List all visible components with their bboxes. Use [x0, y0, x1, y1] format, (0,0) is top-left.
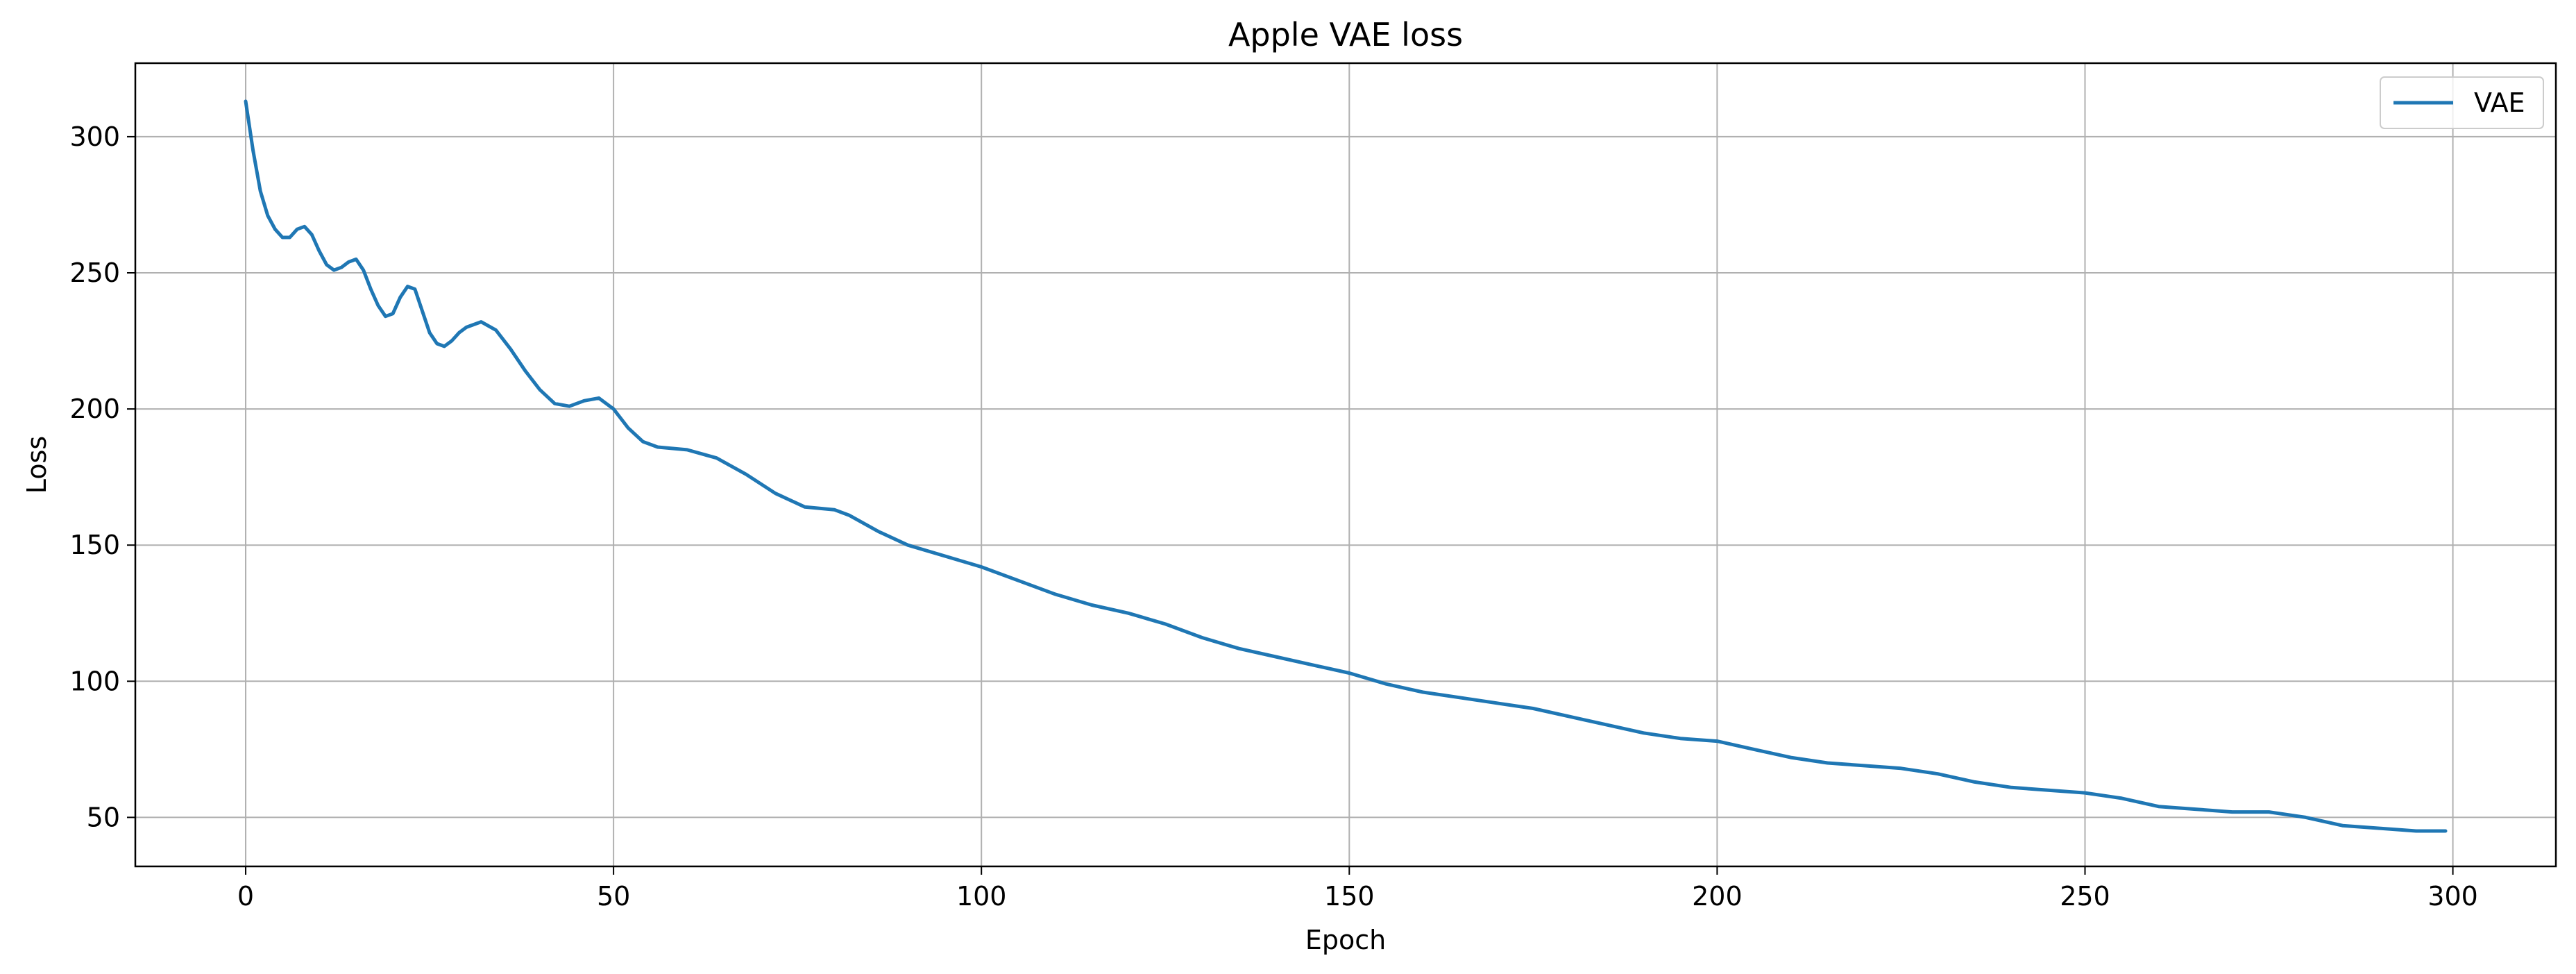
x-tick-label: 0 [237, 881, 254, 912]
x-axis-title: Epoch [1305, 925, 1386, 955]
legend-box [2380, 76, 2544, 129]
y-tick-label: 250 [69, 258, 120, 288]
y-tick-label: 100 [69, 666, 120, 696]
x-tick-label: 150 [1324, 881, 1375, 912]
series-layer [244, 99, 2448, 833]
y-axis-title: Loss [22, 436, 52, 494]
chart-title: Apple VAE loss [1228, 16, 1463, 53]
x-tick-label: 100 [956, 881, 1007, 912]
x-tick-label: 50 [597, 881, 630, 912]
x-tick-label: 250 [2060, 881, 2110, 912]
grid-lines [135, 63, 2556, 866]
series-line-vae [244, 99, 2448, 833]
y-axis-ticks: 50 100 150 200 250 300 [69, 121, 135, 832]
legend: VAE [2380, 76, 2544, 129]
y-tick-label: 200 [69, 394, 120, 424]
legend-label-vae: VAE [2474, 87, 2525, 118]
y-tick-label: 150 [69, 530, 120, 560]
x-tick-label: 300 [2427, 881, 2478, 912]
y-tick-label: 300 [69, 121, 120, 152]
y-tick-label: 50 [87, 802, 120, 832]
plot-frame [134, 62, 2557, 868]
x-tick-label: 200 [1692, 881, 1743, 912]
x-axis-ticks: 0 50 100 150 200 250 300 [237, 866, 2478, 912]
